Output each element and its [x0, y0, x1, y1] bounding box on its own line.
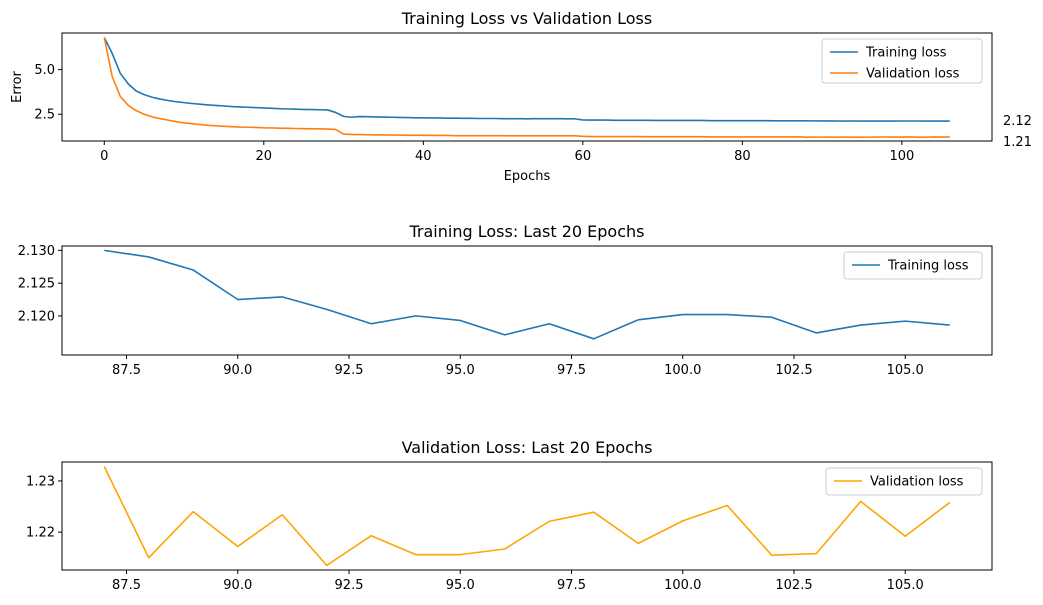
end-value-annotation: 2.12 — [1003, 114, 1032, 129]
x-tick-label: 20 — [256, 149, 273, 164]
x-tick-label: 105.0 — [887, 363, 924, 378]
x-tick-label: 97.5 — [557, 363, 586, 378]
legend: Training loss Validation loss — [821, 38, 983, 84]
series-line-training-loss — [104, 249, 950, 340]
x-tick-label: 87.5 — [112, 363, 141, 378]
axes-frame — [61, 461, 993, 571]
x-tick-label: 90.0 — [223, 363, 252, 378]
series-line-validation-loss — [103, 466, 951, 567]
y-tick-label: 2.125 — [18, 277, 55, 292]
legend-label: Validation loss — [866, 67, 960, 82]
series-line-validation-loss — [103, 37, 950, 138]
axes-frame — [61, 32, 993, 142]
x-tick-label: 100.0 — [664, 578, 701, 593]
axes-frame — [61, 245, 993, 356]
x-tick-label: 80 — [734, 149, 751, 164]
chart-panel-2: Training Loss: Last 20 Epochs 87.5 90.0 92.… — [18, 222, 993, 378]
x-tick-label: 92.5 — [335, 578, 364, 593]
x-tick-label: 95.0 — [446, 578, 475, 593]
y-tick-label: 2.120 — [18, 309, 55, 324]
chart-panel-1: Training Loss vs Validation Loss 0 20 40 60 8… — [10, 9, 1032, 184]
legend: Validation loss — [825, 467, 983, 496]
y-tick-label: 2.130 — [18, 244, 55, 259]
x-tick-label: 102.5 — [775, 363, 812, 378]
legend-label: Validation loss — [870, 475, 964, 490]
legend-label: Training loss — [887, 259, 969, 274]
x-tick-label: 87.5 — [112, 578, 141, 593]
legend-box — [821, 38, 983, 84]
y-axis-label: Error — [10, 71, 25, 103]
end-value-annotation: 1.21 — [1003, 135, 1032, 150]
y-tick-label: 2.5 — [34, 108, 55, 123]
chart-panel-3: Validation Loss: Last 20 Epochs 87.5 90.0 9… — [26, 438, 993, 593]
x-tick-label: 0 — [100, 149, 108, 164]
chart-title: Training Loss: Last 20 Epochs — [409, 222, 645, 241]
y-tick-label: 1.23 — [26, 474, 55, 489]
x-tick-label: 90.0 — [223, 578, 252, 593]
x-tick-label: 105.0 — [887, 578, 924, 593]
x-axis-label: Epochs — [504, 169, 551, 184]
x-tick-label: 100 — [889, 149, 914, 164]
x-tick-label: 102.5 — [775, 578, 812, 593]
x-tick-label: 97.5 — [557, 578, 586, 593]
x-tick-label: 95.0 — [446, 363, 475, 378]
x-tick-label: 100.0 — [664, 363, 701, 378]
y-tick-label: 1.22 — [26, 526, 55, 541]
chart-title: Training Loss vs Validation Loss — [401, 9, 652, 28]
legend: Training loss — [843, 251, 983, 280]
series-line-training-loss — [103, 37, 950, 122]
legend-label: Training loss — [865, 46, 947, 61]
y-tick-label: 5.0 — [34, 63, 55, 78]
x-tick-label: 92.5 — [335, 363, 364, 378]
x-tick-label: 40 — [415, 149, 432, 164]
x-tick-label: 60 — [575, 149, 592, 164]
legend-box — [825, 467, 983, 496]
chart-title: Validation Loss: Last 20 Epochs — [402, 438, 653, 457]
legend-box — [843, 251, 983, 280]
